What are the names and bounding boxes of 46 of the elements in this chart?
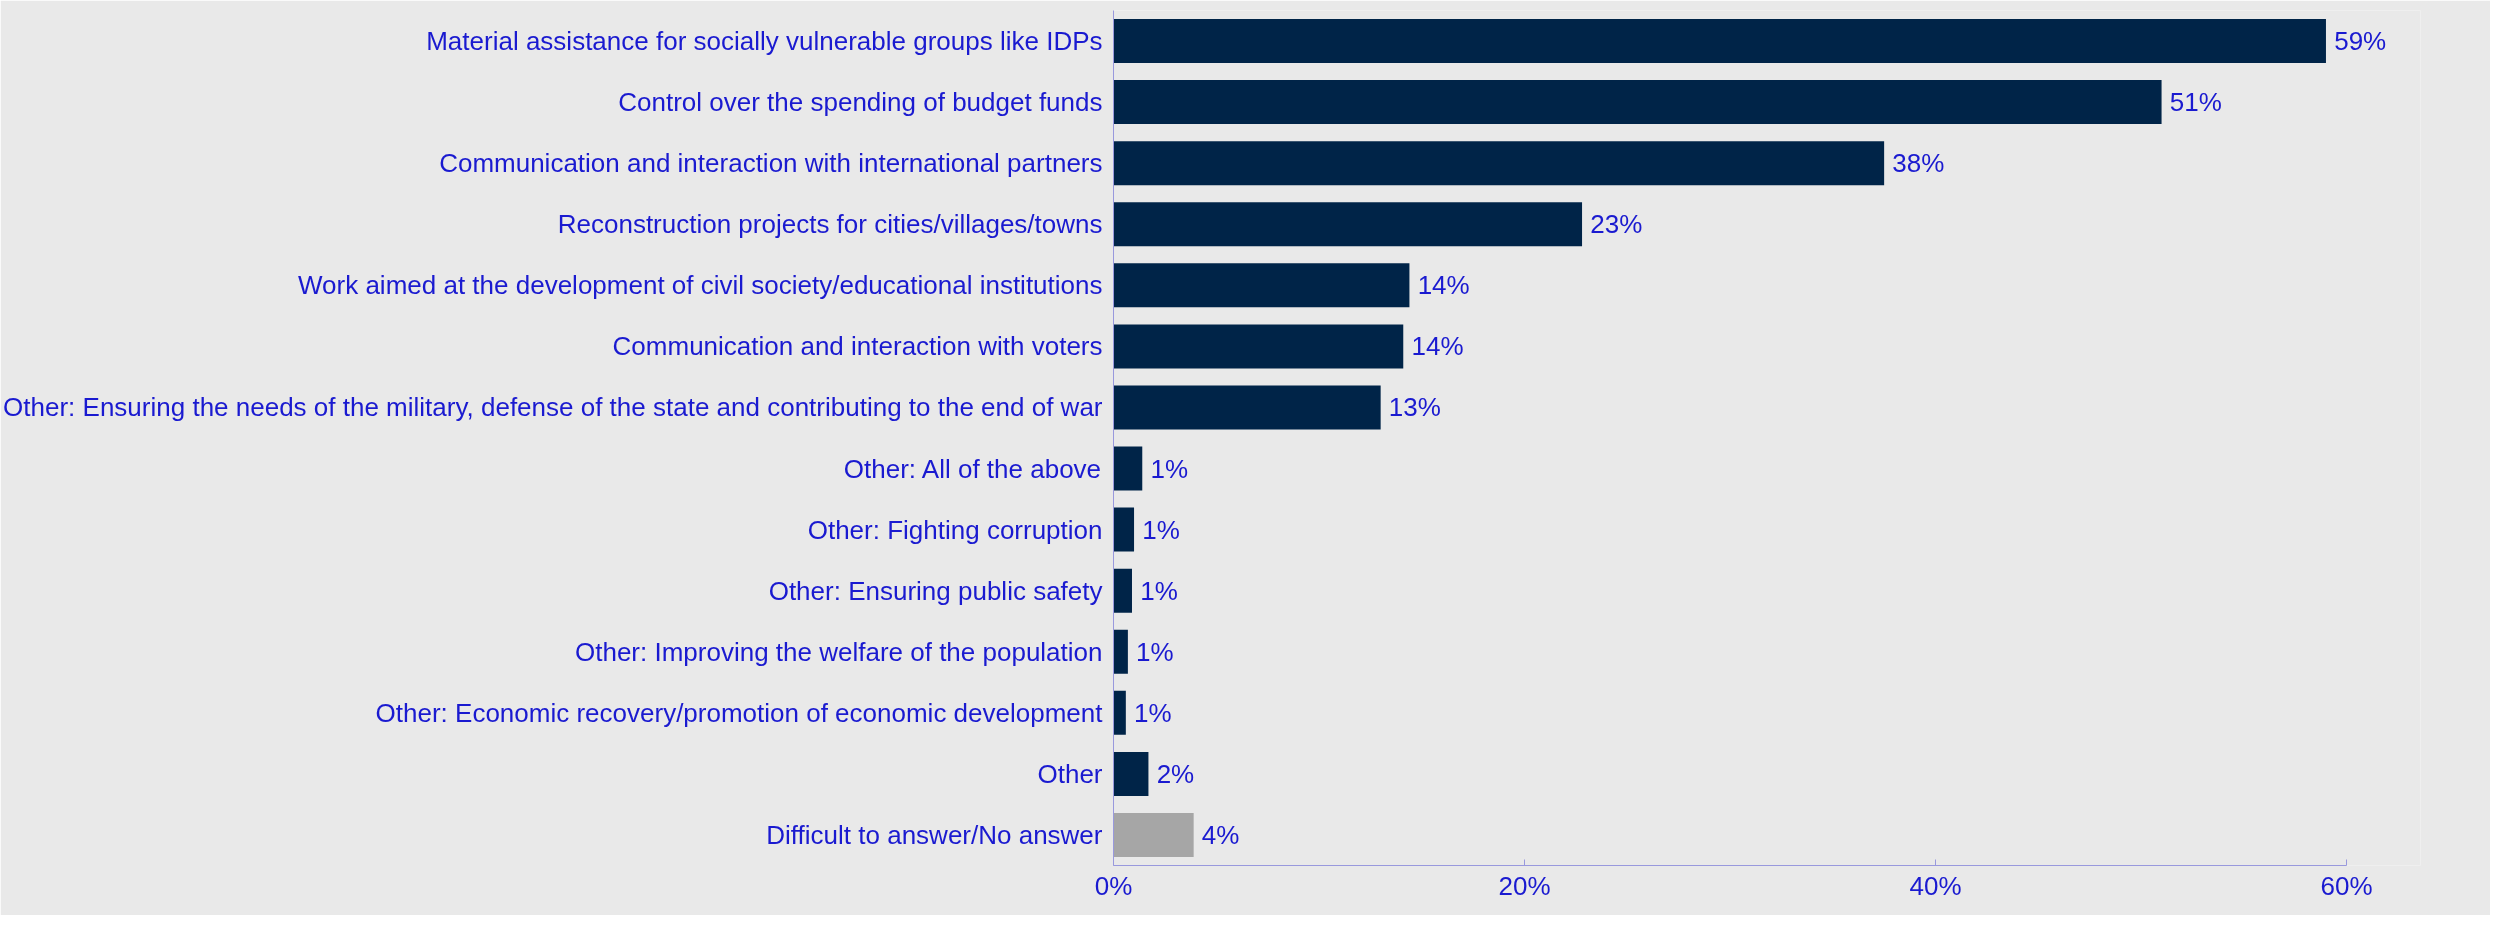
- data-label: 1%: [1134, 697, 1172, 728]
- x-tick-label: 20%: [1498, 870, 1551, 901]
- bar: [1113, 19, 2326, 64]
- y-tick-label: Difficult to answer/No answer: [766, 819, 1103, 850]
- y-tick-label: Communication and interaction with international partners: [439, 148, 1103, 179]
- data-label: 51%: [2169, 87, 2222, 118]
- bar: [1113, 812, 1194, 857]
- data-label: 14%: [1417, 270, 1470, 301]
- data-label: 1%: [1150, 453, 1189, 484]
- bar: [1113, 80, 2162, 125]
- bar: [1113, 751, 1149, 796]
- bar: [1113, 446, 1143, 491]
- x-tick-label: 40%: [1909, 870, 1962, 901]
- y-tick-label: Material assistance for socially vulnerable groups like IDPs: [426, 26, 1103, 57]
- y-tick-label: Communication and interaction with voters: [612, 331, 1103, 362]
- x-tick-label: 0%: [1094, 870, 1133, 901]
- y-tick-label: Work aimed at the development of civil society/educational institutions: [298, 270, 1103, 301]
- y-tick-label: Control over the spending of budget funds: [618, 87, 1103, 118]
- data-label: 4%: [1201, 819, 1240, 850]
- y-tick-label: Other: Ensuring the needs of the military, defense of the state and contributing to the end of war: [3, 392, 1103, 423]
- data-label: 1%: [1140, 575, 1178, 606]
- y-tick-label: Reconstruction projects for cities/villages/towns: [557, 209, 1103, 240]
- bar: [1113, 690, 1126, 735]
- data-label: 2%: [1156, 758, 1195, 789]
- data-label: 23%: [1590, 209, 1643, 240]
- bar: [1113, 507, 1135, 552]
- bar: [1113, 568, 1132, 613]
- data-label: 1%: [1142, 514, 1180, 545]
- y-tick-label: Other: Economic recovery/promotion of economic development: [375, 697, 1104, 728]
- data-label: 13%: [1388, 392, 1441, 423]
- data-label: 38%: [1892, 148, 1945, 179]
- y-tick-label: Other: All of the above: [843, 453, 1102, 484]
- bar: [1113, 263, 1410, 308]
- data-label: 1%: [1136, 636, 1174, 667]
- bar: [1113, 629, 1128, 674]
- x-tick-label: 60%: [2320, 870, 2373, 901]
- bar: [1113, 385, 1381, 430]
- y-tick-label: Other: Improving the welfare of the population: [574, 636, 1103, 667]
- bar: [1113, 324, 1404, 369]
- y-tick-label: Other: Ensuring public safety: [768, 575, 1103, 606]
- y-tick-label: Other: Fighting corruption: [807, 514, 1103, 545]
- data-label: 59%: [2334, 26, 2387, 57]
- data-label: 14%: [1411, 331, 1464, 362]
- y-tick-label: Other: [1037, 758, 1103, 789]
- bar: [1113, 202, 1583, 247]
- bar: [1113, 141, 1885, 186]
